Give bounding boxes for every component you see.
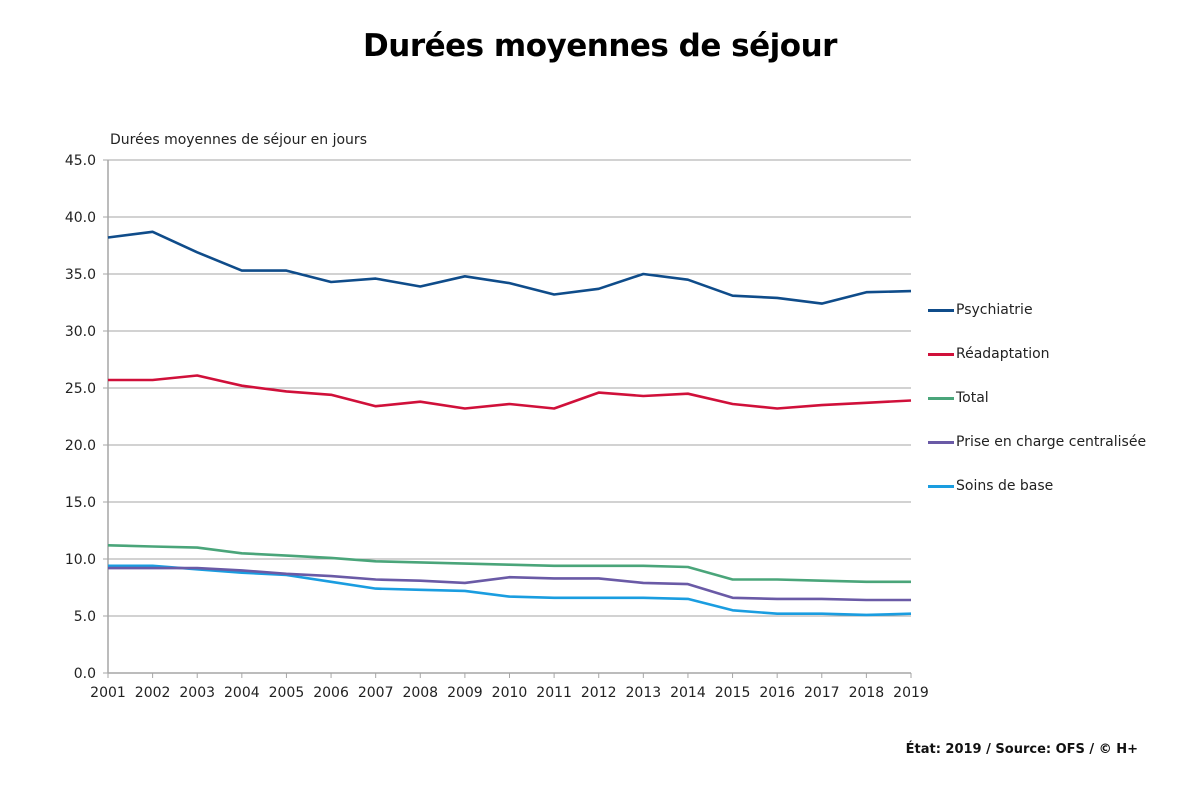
y-tick-label: 20.0	[65, 438, 96, 454]
x-tick-label: 2014	[670, 685, 706, 701]
legend-swatch	[928, 396, 954, 400]
legend-swatch	[928, 352, 954, 356]
x-tick-label: 2006	[313, 685, 349, 701]
y-tick-labels: 0.0 5.0 10.0 15.0 20.0 25.0 30.0 35.0 40.0 45.0	[65, 153, 96, 682]
legend-item: Soins de base	[928, 476, 1053, 496]
series-line-total	[107, 544, 911, 584]
x-tick-label: 2017	[804, 685, 840, 701]
x-tick-label: 2019	[893, 685, 929, 701]
legend-swatch	[928, 440, 954, 444]
x-tick-label: 2009	[447, 685, 483, 701]
y-tick-label: 25.0	[65, 381, 96, 397]
source-note: État: 2019 / Source: OFS / © H+	[905, 742, 1138, 757]
x-tick-label: 2007	[358, 685, 394, 701]
chart-title: Durées moyennes de séjour	[363, 28, 837, 64]
series-lines	[107, 230, 912, 617]
series-line-r-adaptation	[108, 374, 912, 410]
x-tick-label: 2001	[90, 685, 126, 701]
x-tick-label: 2008	[402, 685, 438, 701]
x-tick-label: 2004	[224, 685, 260, 701]
y-tick-label: 45.0	[65, 153, 96, 169]
legend-label: Réadaptation	[956, 346, 1050, 362]
legend-swatch	[928, 308, 954, 312]
series-line-prise-en-charge-centralis-e	[108, 566, 911, 602]
x-tick-label: 2013	[626, 685, 662, 701]
y-axis-label: Durées moyennes de séjour en jours	[110, 132, 367, 148]
x-tick-label: 2002	[135, 685, 171, 701]
x-tick-label: 2010	[492, 685, 528, 701]
y-tick-label: 10.0	[65, 552, 96, 568]
y-tick-label: 40.0	[65, 210, 96, 226]
y-tick-label: 30.0	[65, 324, 96, 340]
legend-item: Psychiatrie	[928, 300, 1033, 320]
x-tick-label: 2003	[179, 685, 215, 701]
x-tick-labels: 2001 2002 2003 2004 2005 2006 2007 2008 2009 2010…	[90, 685, 929, 701]
legend-item: Prise en charge centralisée	[928, 432, 1146, 452]
y-tick-label: 35.0	[65, 267, 96, 283]
legend-label: Soins de base	[956, 478, 1054, 494]
legend-item: Total	[928, 388, 989, 408]
legend-item: Réadaptation	[928, 344, 1050, 364]
x-tick-label: 2005	[269, 685, 305, 701]
gridlines	[108, 159, 911, 617]
axes	[103, 159, 912, 678]
x-tick-label: 2016	[759, 685, 795, 701]
legend-label: Total	[956, 390, 989, 406]
y-tick-label: 5.0	[74, 609, 96, 625]
y-tick-label: 0.0	[74, 666, 96, 682]
x-tick-label: 2012	[581, 685, 617, 701]
y-tick-label: 15.0	[65, 495, 96, 511]
legend-label: Prise en charge centralisée	[956, 434, 1147, 450]
series-line-soins-de-base	[108, 564, 912, 617]
x-tick-label: 2011	[536, 685, 572, 701]
x-tick-label: 2015	[715, 685, 751, 701]
legend-swatch	[928, 484, 954, 488]
legend-label: Psychiatrie	[956, 302, 1033, 318]
x-tick-label: 2018	[849, 685, 885, 701]
series-line-psychiatrie	[107, 230, 912, 305]
